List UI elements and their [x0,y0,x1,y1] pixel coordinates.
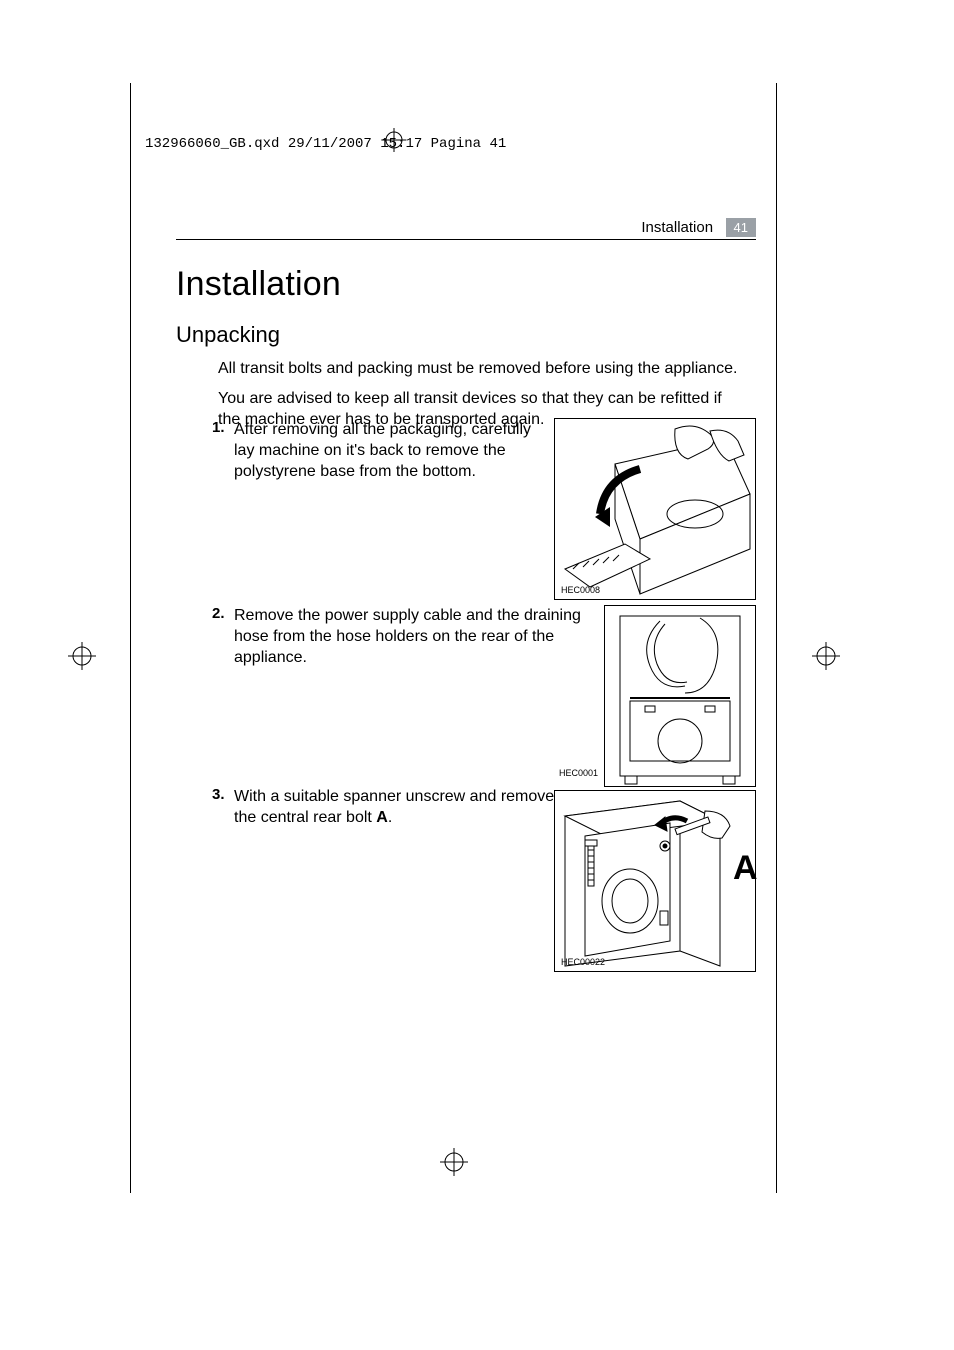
register-mark-left [68,642,96,670]
figure-caption-1: HEC0008 [561,585,600,595]
step-text-1: After removing all the packaging, carefu… [234,419,552,482]
step-number-2: 2. [212,605,225,622]
step-text-3-suffix: . [388,809,392,826]
print-meta-header: 132966060_GB.qxd 29/11/2007 15:17 Pagina… [145,136,506,152]
running-header-section: Installation [641,219,713,236]
register-mark-right [812,642,840,670]
intro-paragraph-1: All transit bolts and packing must be re… [218,358,738,380]
step-text-3-bold: A [376,809,388,826]
page-number-badge: 41 [726,218,756,237]
step-number-3: 3. [212,786,225,803]
figure-step-1: HEC0008 [554,418,756,600]
step-text-3: With a suitable spanner unscrew and remo… [234,786,572,828]
step-text-3-prefix: With a suitable spanner unscrew and remo… [234,788,554,826]
register-mark-bottom [440,1148,468,1176]
figure-step-2: HEC0001 [604,605,756,787]
figure-label-A: A [733,849,758,888]
trim-line-left [130,83,131,1193]
step-text-2: Remove the power supply cable and the dr… [234,605,592,668]
register-mark-top [382,128,406,152]
figure-caption-3: HEC00022 [561,957,605,967]
figure-step-3: HEC00022 A [554,790,756,972]
figure-caption-2: HEC0001 [559,768,598,778]
step-number-1: 1. [212,419,225,436]
trim-line-right [776,83,777,1193]
running-header-rule [176,239,756,240]
section-heading: Unpacking [176,322,756,348]
page-title: Installation [176,265,756,304]
